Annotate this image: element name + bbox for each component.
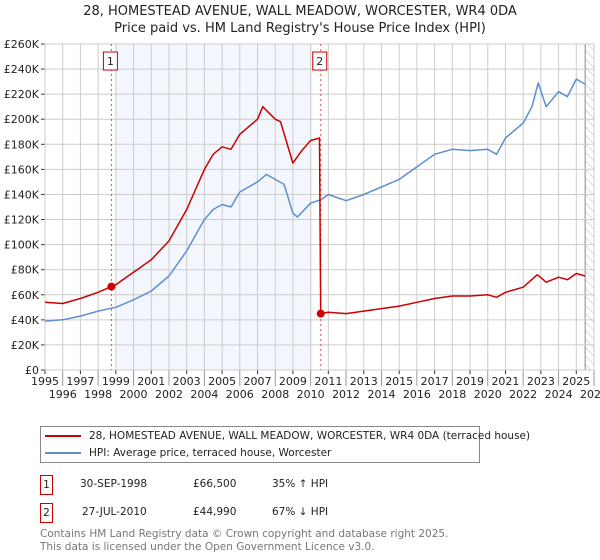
sale-point — [107, 282, 116, 291]
legend-item-property: 28, HOMESTEAD AVENUE, WALL MEADOW, WORCE… — [41, 428, 530, 444]
sale-label-box — [312, 51, 328, 71]
x-tick-label: 2013 — [350, 375, 378, 388]
x-tick-label: 2011 — [314, 375, 342, 388]
x-tick-label: 2014 — [367, 388, 395, 401]
x-tick-label: 2019 — [456, 375, 484, 388]
footer-copyright: Contains HM Land Registry data © Crown c… — [40, 528, 449, 540]
sale-hpi: 35% ↑ HPI — [272, 478, 329, 490]
x-tick-label: 2012 — [332, 388, 360, 401]
y-tick-label: £100K — [4, 239, 40, 252]
x-tick-label: 1997 — [66, 375, 94, 388]
x-tick-label: 2009 — [279, 375, 307, 388]
y-tick-label: £180K — [4, 138, 40, 151]
y-tick-label: £80K — [11, 264, 40, 277]
x-tick-label: 2024 — [545, 388, 573, 401]
x-tick-label: 2001 — [137, 375, 165, 388]
x-tick-label: 2020 — [474, 388, 502, 401]
footer: Contains HM Land Registry data © Crown c… — [40, 528, 448, 554]
forecast-hatch — [585, 44, 594, 370]
y-tick-label: £60K — [11, 289, 40, 302]
x-tick-label: 2005 — [208, 375, 236, 388]
y-tick-label: £240K — [4, 63, 40, 76]
x-tick-label: 2023 — [527, 375, 555, 388]
y-tick-label: £140K — [4, 188, 40, 201]
x-tick-label: 2026 — [580, 388, 600, 401]
sale-point — [316, 309, 325, 318]
legend: 28, HOMESTEAD AVENUE, WALL MEADOW, WORCE… — [40, 426, 530, 463]
sale-hpi: 67% ↓ HPI — [272, 506, 329, 518]
sale-row: 2 27-JUL-2010 £44,990 67% ↓ HPI — [40, 503, 440, 523]
sale-label-text: 1 — [107, 55, 114, 68]
x-tick-label: 2017 — [421, 375, 449, 388]
x-tick-label: 2018 — [438, 388, 466, 401]
chart-subtitle: Price paid vs. HM Land Registry's House … — [114, 21, 486, 36]
sale-price: £44,990 — [193, 506, 237, 518]
price-chart: 1995199619971998199920002001200220032004… — [4, 38, 600, 401]
sale-date: 30-SEP-1998 — [80, 478, 148, 490]
sale-row: 1 30-SEP-1998 £66,500 35% ↑ HPI — [40, 475, 440, 495]
legend-label: HPI: Average price, terraced house, Worc… — [89, 447, 332, 459]
x-tick-label: 2015 — [385, 375, 413, 388]
sale-date: 27-JUL-2010 — [82, 506, 147, 518]
legend-label: 28, HOMESTEAD AVENUE, WALL MEADOW, WORCE… — [89, 430, 531, 442]
shaded-period — [115, 44, 313, 370]
sale-badge: 2 — [40, 503, 53, 523]
legend-swatch-blue — [45, 452, 81, 454]
y-tick-label: £120K — [4, 214, 40, 227]
x-tick-label: 2010 — [297, 388, 325, 401]
sale-badge: 1 — [40, 475, 53, 495]
hpi-line — [44, 78, 586, 322]
sale-label-box — [102, 51, 118, 71]
x-tick-label: 2008 — [261, 388, 289, 401]
x-tick-label: 2007 — [244, 375, 272, 388]
x-tick-label: 2021 — [491, 375, 519, 388]
x-tick-label: 1996 — [49, 388, 77, 401]
plot-border — [44, 43, 595, 371]
x-tick-label: 2022 — [509, 388, 537, 401]
x-tick-label: 2004 — [190, 388, 218, 401]
x-tick-label: 2003 — [173, 375, 201, 388]
legend-swatch-red — [45, 435, 81, 437]
footer-licence: This data is licensed under the Open Gov… — [40, 541, 375, 553]
x-tick-label: 1995 — [31, 375, 59, 388]
legend-item-hpi: HPI: Average price, terraced house, Worc… — [41, 445, 331, 461]
y-tick-label: £200K — [4, 113, 40, 126]
y-tick-label: £20K — [11, 339, 40, 352]
sale-price: £66,500 — [193, 478, 237, 490]
y-tick-label: £40K — [11, 314, 40, 327]
y-tick-label: £160K — [4, 163, 40, 176]
x-tick-label: 1999 — [102, 375, 130, 388]
sale-label: 1 — [102, 51, 118, 71]
y-tick-label: £0 — [25, 364, 39, 377]
x-tick-label: 2025 — [562, 375, 590, 388]
x-tick-label: 2002 — [155, 388, 183, 401]
property-price-line — [44, 105, 586, 315]
x-tick-label: 2000 — [120, 388, 148, 401]
x-tick-label: 2006 — [226, 388, 254, 401]
x-tick-label: 1998 — [84, 388, 112, 401]
y-tick-label: £220K — [4, 88, 40, 101]
sale-label: 2 — [312, 51, 328, 71]
chart-title: 28, HOMESTEAD AVENUE, WALL MEADOW, WORCE… — [83, 4, 517, 19]
y-tick-label: £260K — [4, 38, 40, 51]
x-tick-label: 2016 — [403, 388, 431, 401]
sale-label-text: 2 — [316, 55, 323, 68]
